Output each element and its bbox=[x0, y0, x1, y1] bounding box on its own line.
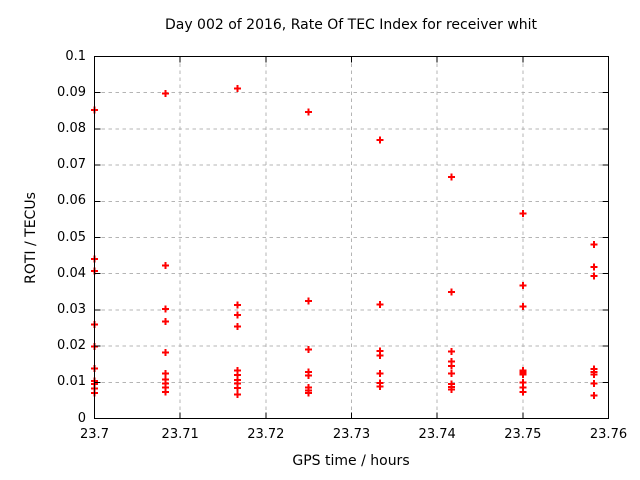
data-point-marker bbox=[590, 380, 598, 388]
data-point-marker bbox=[590, 272, 598, 280]
data-point-marker bbox=[519, 371, 527, 379]
y-tick-label: 0.02 bbox=[57, 338, 86, 354]
x-tick-label: 23.76 bbox=[589, 427, 628, 442]
x-tick-label: 23.71 bbox=[161, 427, 199, 442]
data-point-marker bbox=[162, 348, 170, 356]
data-point-marker bbox=[162, 369, 170, 377]
y-tick-label: 0.05 bbox=[57, 229, 86, 245]
data-point-marker bbox=[305, 297, 313, 305]
y-tick-label: 0 bbox=[77, 410, 86, 426]
grid-lines bbox=[94, 56, 609, 419]
data-point-marker bbox=[234, 323, 242, 331]
x-tick-label: 23.75 bbox=[504, 427, 542, 442]
y-tick-label: 0.07 bbox=[57, 157, 86, 173]
data-point-marker bbox=[448, 362, 456, 370]
x-tick-label: 23.7 bbox=[80, 427, 109, 442]
data-point-marker bbox=[448, 370, 456, 378]
data-point-marker bbox=[376, 369, 384, 377]
data-point-marker bbox=[519, 388, 527, 396]
y-tick-label: 0.08 bbox=[57, 120, 86, 136]
data-point-marker bbox=[448, 288, 456, 296]
x-tick-label: 23.72 bbox=[247, 427, 285, 442]
data-point-marker bbox=[376, 352, 384, 360]
data-point-marker bbox=[519, 210, 527, 218]
data-point-marker bbox=[234, 384, 242, 392]
data-point-marker bbox=[305, 371, 313, 379]
data-point-marker bbox=[162, 89, 170, 97]
data-point-marker bbox=[162, 388, 170, 396]
data-point-marker bbox=[162, 305, 170, 313]
data-point-marker bbox=[376, 136, 384, 144]
x-tick-label: 23.74 bbox=[418, 427, 456, 442]
plot-border bbox=[94, 56, 609, 419]
y-tick-label: 0.06 bbox=[57, 193, 86, 209]
data-point-marker bbox=[162, 261, 170, 269]
data-point-marker bbox=[448, 386, 456, 394]
x-axis-label: GPS time / hours bbox=[292, 453, 410, 469]
y-tick-label: 0.1 bbox=[65, 48, 86, 64]
data-point-marker bbox=[376, 300, 384, 308]
y-tick-label: 0.03 bbox=[57, 301, 86, 317]
data-point-marker bbox=[448, 173, 456, 181]
data-point-marker bbox=[162, 317, 170, 325]
data-point-marker bbox=[305, 389, 313, 397]
data-point-marker bbox=[519, 302, 527, 310]
data-point-marker bbox=[234, 391, 242, 399]
data-point-marker bbox=[234, 311, 242, 319]
data-point-marker bbox=[234, 84, 242, 92]
y-tick-label: 0.01 bbox=[57, 374, 86, 390]
data-points bbox=[91, 84, 598, 400]
y-tick-label: 0.04 bbox=[57, 265, 86, 281]
data-point-marker bbox=[519, 281, 527, 289]
data-point-marker bbox=[448, 348, 456, 356]
data-point-marker bbox=[376, 382, 384, 390]
data-point-marker bbox=[234, 301, 242, 309]
data-point-marker bbox=[590, 263, 598, 271]
data-point-marker bbox=[305, 108, 313, 116]
data-point-marker bbox=[590, 371, 598, 379]
data-point-marker bbox=[590, 241, 598, 249]
y-tick-label: 0.09 bbox=[57, 84, 86, 100]
x-tick-label: 23.73 bbox=[332, 427, 371, 442]
chart-title: Day 002 of 2016, Rate Of TEC Index for r… bbox=[164, 17, 538, 33]
data-point-marker bbox=[305, 345, 313, 353]
data-point-marker bbox=[590, 392, 598, 400]
